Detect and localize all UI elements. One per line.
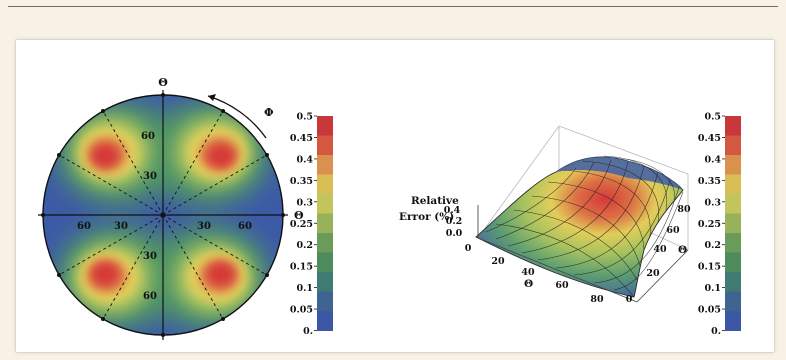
colorbar-tick-label: 0.25 [290, 219, 313, 230]
colorbar-segment [725, 155, 741, 175]
colorbar-segment [725, 233, 741, 253]
colorbar-segment [725, 311, 741, 331]
y-tick-60: 60 [666, 225, 680, 236]
tick-label-top-30: 30 [143, 171, 157, 182]
tick-label-left-60: 60 [77, 221, 91, 232]
colorbar-tick-label: 0.3 [296, 197, 313, 208]
colorbar-tick-label: 0.25 [698, 219, 721, 230]
colorbar-segment [317, 291, 333, 312]
colorbar-tick-label: 0.5 [296, 112, 313, 123]
tick-label-left-30: 30 [114, 221, 128, 232]
z-tick-0.2: 0.2 [446, 216, 463, 227]
colorbar-tick-label: 0.05 [698, 305, 721, 316]
x-tick-20: 20 [491, 256, 505, 267]
colorbar-segment [725, 135, 741, 156]
colorbar-tick-label: 0. [303, 326, 313, 337]
x-tick-0: 0 [465, 243, 472, 254]
x-axis [477, 237, 638, 303]
y-axis [636, 249, 689, 303]
colorbar-segment [317, 233, 333, 253]
colorbar-segment [317, 155, 333, 175]
polar-top-axis-label: Θ [158, 76, 168, 89]
colorbar-segment [317, 272, 333, 292]
colorbar-tick-label: 0.15 [290, 262, 313, 273]
z-tick-0.4: 0.4 [444, 205, 461, 216]
colorbar-tick-label: 0.45 [290, 133, 313, 144]
polar-plot: 60 30 30 60 60 30 30 60 Θ Θ Φ [38, 76, 304, 340]
colorbar-segment [317, 174, 333, 195]
colorbar-segment [725, 291, 741, 312]
colorbar-segment [317, 252, 333, 273]
colorbar-tick-label: 0.5 [704, 112, 721, 123]
colorbar-segment [725, 272, 741, 292]
z-label-line2: Error (%) [399, 211, 454, 223]
header-rule [8, 6, 778, 7]
colorbar-segment [317, 311, 333, 331]
colorbar-segment [317, 213, 333, 234]
colorbar-segment [317, 194, 333, 214]
colorbar-tick-label: 0.35 [290, 176, 313, 187]
phi-label: Φ [264, 106, 274, 119]
y-tick-40: 40 [653, 244, 667, 255]
colorbar-tick-label: 0.05 [290, 305, 313, 316]
colorbar-segment [725, 194, 741, 214]
phi-arrow-head [208, 94, 216, 101]
tick-label-top-60: 60 [141, 131, 155, 142]
tick-label-bottom-30: 30 [143, 251, 157, 262]
tick-label-bottom-60: 60 [143, 291, 157, 302]
colorbar-segment [725, 116, 741, 136]
radial-dashed-lines [58, 110, 268, 320]
colorbar-tick-label: 0. [711, 326, 721, 337]
x-axis-label: Θ [524, 278, 533, 290]
tick-label-right-60: 60 [238, 221, 252, 232]
y-tick-0: 0 [626, 294, 633, 305]
polar-heatmap [43, 95, 283, 335]
colorbar-tick-label: 0.4 [704, 154, 721, 165]
surface-plot: 0.4 0.2 0.0 Relative Error (%) 0 20 40 6… [399, 125, 691, 305]
x-tick-60: 60 [555, 280, 569, 291]
colorbar-tick-label: 0.2 [296, 240, 313, 251]
phi-arrow-arc [207, 95, 267, 139]
colorbar-tick-label: 0.2 [704, 240, 721, 251]
colorbar-segment [725, 174, 741, 195]
x-tick-80: 80 [590, 294, 604, 305]
x-tick-40: 40 [521, 267, 535, 278]
colorbar-tick-label: 0.3 [704, 197, 721, 208]
colorbar-tick-label: 0.35 [698, 176, 721, 187]
y-axis-label: Θ [678, 244, 687, 256]
colorbar-tick-label: 0.4 [296, 154, 313, 165]
colorbar-segment [317, 116, 333, 136]
colorbar-left: 0.5 0.45 0.4 0.35 0.3 0.25 0.2 0.15 0.1 0.05 0. [290, 112, 333, 337]
colorbar-tick-label: 0.45 [698, 133, 721, 144]
z-label-line1: Relative [411, 195, 459, 207]
surface-back-edge [556, 157, 683, 190]
colorbar-segment [725, 252, 741, 273]
colorbar-tick-label: 0.1 [704, 283, 721, 294]
y-tick-20: 20 [646, 268, 660, 279]
colorbar-right: 0.5 0.45 0.4 0.35 0.3 0.25 0.2 0.15 0.1 0.05 0. [698, 112, 741, 337]
surface-mesh [475, 156, 684, 298]
y-tick-80: 80 [677, 204, 691, 215]
colorbar-segment [725, 213, 741, 234]
tick-label-right-30: 30 [197, 221, 211, 232]
z-tick-0.0: 0.0 [446, 228, 463, 239]
surface-grid-lines [485, 155, 684, 298]
figure-svg: 60 30 30 60 60 30 30 60 Θ Θ Φ 0.50.450.4… [38, 76, 741, 340]
colorbar-tick-label: 0.1 [296, 283, 313, 294]
rim-ticks [41, 93, 285, 337]
figure-panel: 60 30 30 60 60 30 30 60 Θ Θ Φ 0.5 0.45 0.4… [16, 40, 774, 352]
polar-right-axis-label: Θ [294, 209, 304, 222]
colorbar-segment [317, 135, 333, 156]
colorbar-tick-label: 0.15 [698, 262, 721, 273]
